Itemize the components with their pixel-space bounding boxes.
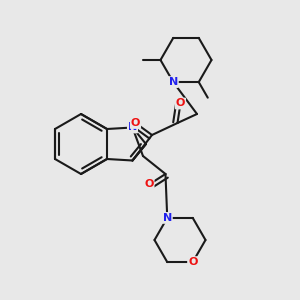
Text: O: O	[144, 179, 154, 190]
Text: O: O	[188, 257, 197, 267]
Text: O: O	[176, 98, 185, 109]
Text: N: N	[163, 213, 172, 223]
Text: O: O	[131, 118, 140, 128]
Text: N: N	[128, 122, 137, 133]
Text: N: N	[169, 77, 178, 87]
